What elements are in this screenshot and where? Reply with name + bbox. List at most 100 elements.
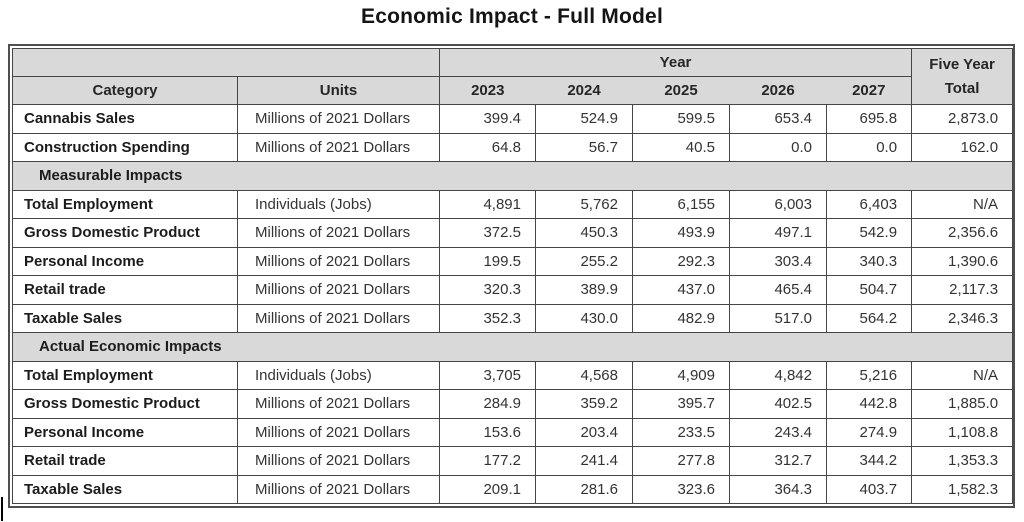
year-value-cell: 203.4 xyxy=(535,417,633,447)
year-value-cell: 233.5 xyxy=(632,417,730,447)
year-column-header-2025: 2025 xyxy=(632,76,730,105)
year-value-cell: 312.7 xyxy=(729,446,827,476)
year-value-cell: 177.2 xyxy=(439,446,536,476)
section-header-row: Actual Economic Impacts xyxy=(11,332,1014,362)
header-row-columns: Category Units 2023 2024 2025 2026 2027 xyxy=(12,76,1013,105)
category-column-header: Category xyxy=(12,76,238,105)
table-row: Gross Domestic Product Millions of 2021 D… xyxy=(12,389,1014,419)
five-year-total-cell: 1,353.3 xyxy=(911,446,1014,476)
category-cell: Gross Domestic Product xyxy=(12,389,238,419)
category-cell: Retail trade xyxy=(12,275,238,305)
year-value-cell: 292.3 xyxy=(632,246,730,276)
year-value-cell: 340.3 xyxy=(825,246,913,276)
five-year-total-cell: 2,356.6 xyxy=(911,218,1014,248)
units-cell: Millions of 2021 Dollars xyxy=(237,275,440,305)
category-cell: Taxable Sales xyxy=(12,474,238,504)
text-cursor xyxy=(1,497,3,521)
year-column-header-2027: 2027 xyxy=(826,76,912,105)
table-row: Construction Spending Millions of 2021 Do… xyxy=(12,132,1014,162)
year-value-cell: 5,216 xyxy=(825,360,913,390)
year-value-cell: 320.3 xyxy=(439,275,536,305)
year-value-cell: 482.9 xyxy=(632,303,730,333)
header-row-year-group: Year Five Year Total xyxy=(12,48,1014,105)
category-cell: Total Employment xyxy=(12,360,238,390)
year-value-cell: 153.6 xyxy=(439,417,536,447)
year-value-cell: 6,403 xyxy=(825,189,913,219)
year-value-cell: 0.0 xyxy=(729,132,827,162)
year-value-cell: 199.5 xyxy=(439,246,536,276)
page-title: Economic Impact - Full Model xyxy=(361,5,663,28)
year-value-cell: 564.2 xyxy=(825,303,913,333)
table-row: Total Employment Individuals (Jobs) 4,891 5… xyxy=(12,189,1014,219)
section-header-label: Actual Economic Impacts xyxy=(11,332,1014,362)
year-value-cell: 277.8 xyxy=(632,446,730,476)
year-value-cell: 4,568 xyxy=(535,360,633,390)
year-value-cell: 504.7 xyxy=(825,275,913,305)
year-value-cell: 517.0 xyxy=(729,303,827,333)
year-value-cell: 399.4 xyxy=(439,104,536,134)
year-value-cell: 402.5 xyxy=(729,389,827,419)
year-value-cell: 40.5 xyxy=(632,132,730,162)
category-cell: Personal Income xyxy=(12,246,238,276)
year-value-cell: 364.3 xyxy=(729,474,827,504)
table-row: Cannabis Sales Millions of 2021 Dollars 39… xyxy=(12,104,1014,134)
table-row: Retail trade Millions of 2021 Dollars 177.… xyxy=(12,446,1014,476)
five-year-total-cell: 1,108.8 xyxy=(911,417,1014,447)
year-value-cell: 403.7 xyxy=(825,474,913,504)
units-cell: Individuals (Jobs) xyxy=(237,360,440,390)
year-value-cell: 437.0 xyxy=(632,275,730,305)
section-header-row: Measurable Impacts xyxy=(11,161,1014,191)
table-row: Total Employment Individuals (Jobs) 3,705 4… xyxy=(12,360,1014,390)
section-header-label: Measurable Impacts xyxy=(11,161,1014,191)
five-year-total-header: Five Year Total xyxy=(911,48,1014,105)
units-cell: Millions of 2021 Dollars xyxy=(237,389,440,419)
year-value-cell: 344.2 xyxy=(825,446,913,476)
year-value-cell: 695.8 xyxy=(825,104,913,134)
five-year-total-cell: 162.0 xyxy=(911,132,1014,162)
year-value-cell: 3,705 xyxy=(439,360,536,390)
five-year-total-cell: 1,582.3 xyxy=(911,474,1014,504)
year-value-cell: 493.9 xyxy=(632,218,730,248)
year-value-cell: 599.5 xyxy=(632,104,730,134)
five-year-total-cell: 2,346.3 xyxy=(911,303,1014,333)
data-table: Year Five Year Total Category Units 2023… xyxy=(11,48,1014,504)
year-value-cell: 497.1 xyxy=(729,218,827,248)
five-year-total-cell: 1,390.6 xyxy=(911,246,1014,276)
units-cell: Millions of 2021 Dollars xyxy=(237,132,440,162)
year-value-cell: 465.4 xyxy=(729,275,827,305)
economic-impact-table: Year Five Year Total Category Units 2023… xyxy=(8,44,1015,508)
units-column-header: Units xyxy=(237,76,440,105)
year-value-cell: 5,762 xyxy=(535,189,633,219)
year-value-cell: 0.0 xyxy=(825,132,913,162)
table-row: Personal Income Millions of 2021 Dollars 1… xyxy=(12,417,1014,447)
header-blank-cell xyxy=(12,48,440,77)
year-value-cell: 284.9 xyxy=(439,389,536,419)
category-cell: Taxable Sales xyxy=(12,303,238,333)
year-value-cell: 442.8 xyxy=(825,389,913,419)
year-value-cell: 209.1 xyxy=(439,474,536,504)
year-value-cell: 4,909 xyxy=(632,360,730,390)
year-group-header: Year xyxy=(438,48,913,77)
year-value-cell: 243.4 xyxy=(729,417,827,447)
five-year-total-cell: N/A xyxy=(911,189,1014,219)
year-value-cell: 4,842 xyxy=(729,360,827,390)
year-value-cell: 6,155 xyxy=(632,189,730,219)
units-cell: Millions of 2021 Dollars xyxy=(237,104,440,134)
five-year-total-cell: N/A xyxy=(911,360,1014,390)
table-row: Retail trade Millions of 2021 Dollars 320.… xyxy=(12,275,1014,305)
category-cell: Cannabis Sales xyxy=(12,104,238,134)
units-cell: Millions of 2021 Dollars xyxy=(237,218,440,248)
category-cell: Personal Income xyxy=(12,417,238,447)
year-value-cell: 241.4 xyxy=(535,446,633,476)
year-value-cell: 395.7 xyxy=(632,389,730,419)
year-column-header-2024: 2024 xyxy=(535,76,633,105)
category-cell: Construction Spending xyxy=(12,132,238,162)
five-year-total-cell: 1,885.0 xyxy=(911,389,1014,419)
year-value-cell: 653.4 xyxy=(729,104,827,134)
year-value-cell: 64.8 xyxy=(439,132,536,162)
year-value-cell: 450.3 xyxy=(535,218,633,248)
units-cell: Millions of 2021 Dollars xyxy=(237,303,440,333)
year-value-cell: 542.9 xyxy=(825,218,913,248)
year-value-cell: 372.5 xyxy=(439,218,536,248)
units-cell: Millions of 2021 Dollars xyxy=(237,474,440,504)
